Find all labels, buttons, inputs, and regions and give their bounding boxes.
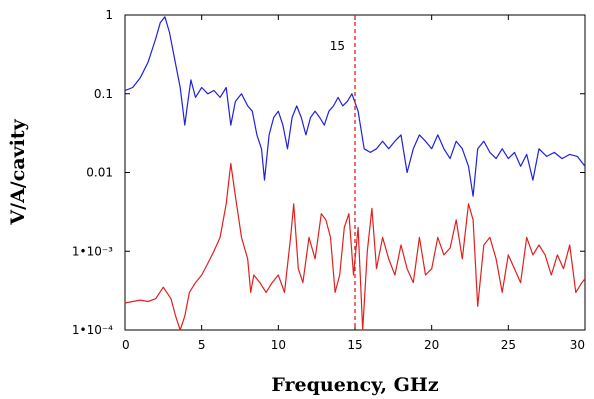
y-tick-label: 0.1 [94,87,113,101]
y-tick-label: 1•10⁻³ [72,244,113,258]
y-tick-label: 1 [105,8,113,22]
frequency-marker-label: 15 [330,39,345,53]
x-tick-label: 0 [122,338,130,352]
x-tick-label: 10 [271,338,286,352]
y-axis-ticks: 1 0.1 0.01 1•10⁻³ 1•10⁻⁴ [72,8,585,337]
y-axis-title: V/A/cavity [7,118,29,225]
series-layer [124,16,586,331]
x-tick-label: 25 [501,338,516,352]
x-axis-ticks: 0 5 10 15 20 25 30 [122,15,586,352]
x-tick-label: 5 [198,338,206,352]
x-tick-label: 15 [347,338,362,352]
x-tick-label: 20 [424,338,439,352]
y-tick-label: 0.01 [86,166,113,180]
series-line-upper [124,16,586,197]
x-axis-title: Frequency, GHz [271,374,438,396]
series-line-lower [124,162,586,331]
y-tick-label: 1•10⁻⁴ [72,323,113,337]
x-tick-label: 30 [570,338,585,352]
